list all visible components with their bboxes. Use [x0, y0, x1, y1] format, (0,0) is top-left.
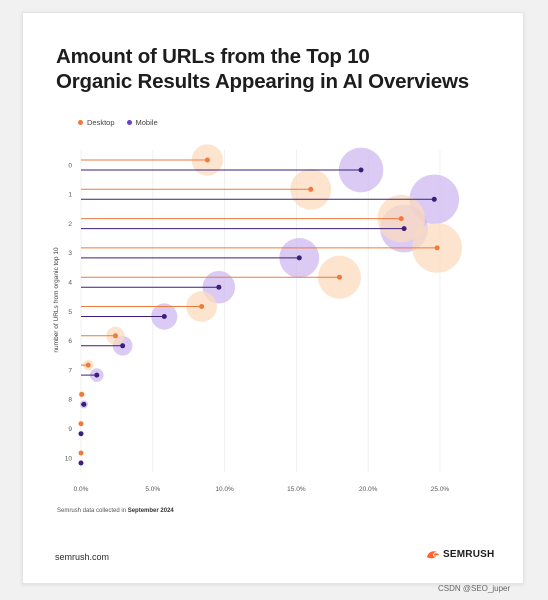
csdn-watermark: CSDN @SEO_juper — [438, 584, 511, 593]
mobile-point — [78, 431, 84, 437]
y-tick-label: 2 — [68, 221, 72, 228]
semrush-logo: SEMRUSH — [426, 549, 494, 560]
desktop-point — [434, 245, 440, 251]
semrush-flame-icon — [427, 551, 439, 559]
y-tick-label: 6 — [68, 338, 72, 345]
y-tick-label: 4 — [68, 280, 72, 287]
chart-title: Amount of URLs from the Top 10 Organic R… — [56, 44, 469, 94]
desktop-point — [199, 304, 205, 309]
mobile-point — [401, 226, 407, 232]
legend-item-mobile: Mobile — [126, 118, 158, 127]
footnote-date: September 2024 — [127, 508, 174, 514]
chart-title-line-1: Amount of URLs from the Top 10 — [56, 45, 370, 68]
y-tick-label: 5 — [68, 309, 72, 316]
y-tick-label: 3 — [68, 250, 72, 257]
desktop-point — [78, 450, 84, 456]
semrush-wordmark: SEMRUSH — [443, 549, 495, 560]
desktop-point — [112, 333, 118, 339]
y-tick-label: 10 — [65, 455, 73, 462]
chart-title-line-2: Organic Results Appearing in AI Overview… — [56, 70, 469, 93]
legend-item-desktop: Desktop — [78, 118, 115, 127]
chart-stems — [81, 159, 438, 405]
chart-gridlines — [80, 150, 441, 472]
chart-bubbles — [78, 144, 463, 409]
chart-dots — [78, 157, 440, 466]
mobile-point — [431, 196, 437, 202]
mobile-point — [296, 255, 302, 261]
x-tick-label: 15.0% — [287, 486, 306, 493]
x-tick-label: 20.0% — [359, 486, 378, 493]
y-tick-label: 1 — [68, 192, 72, 199]
x-tick-label: 0.0% — [74, 486, 89, 493]
mobile-point — [358, 167, 364, 173]
y-tick-labels: 0 1 2 3 4 5 6 7 8 9 10 — [65, 162, 73, 462]
x-tick-label: 5.0% — [145, 486, 160, 493]
mobile-point — [216, 284, 222, 290]
x-tick-label: 10.0% — [215, 486, 234, 493]
desktop-point — [204, 157, 210, 163]
legend-mobile-swatch — [126, 120, 132, 125]
mobile-point — [161, 314, 167, 319]
y-tick-label: 0 — [68, 162, 72, 169]
mobile-point — [94, 372, 100, 378]
x-tick-labels: 0.0% 5.0% 10.0% 15.0% 20.0% 25.0% — [74, 486, 450, 493]
y-tick-label: 8 — [68, 397, 72, 404]
desktop-point — [308, 186, 314, 192]
legend-desktop-label: Desktop — [87, 118, 115, 127]
y-tick-label: 9 — [68, 426, 72, 433]
y-tick-label: 7 — [68, 367, 72, 374]
desktop-point — [79, 391, 85, 397]
mobile-point — [120, 343, 126, 349]
mobile-point — [81, 401, 87, 407]
desktop-point — [78, 421, 84, 427]
footnote: Semrush data collected in September 2024 — [57, 508, 174, 514]
mobile-point — [78, 460, 84, 466]
footnote-text: Semrush data collected in — [57, 508, 127, 514]
site-url: semrush.com — [55, 552, 110, 562]
chart-legend: Desktop Mobile — [78, 118, 170, 127]
legend-desktop-swatch — [78, 120, 83, 125]
legend-mobile-label: Mobile — [135, 118, 158, 127]
desktop-point — [336, 274, 342, 280]
y-axis-title: number of URLs from organic top 10 — [53, 247, 60, 353]
desktop-point — [398, 216, 404, 222]
desktop-point — [85, 362, 91, 368]
x-tick-label: 25.0% — [431, 486, 450, 493]
